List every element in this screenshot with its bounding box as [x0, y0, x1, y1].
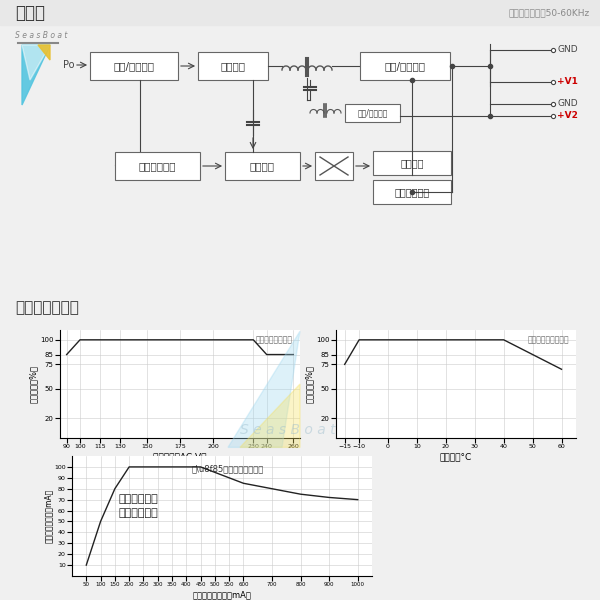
- Bar: [373, 180, 451, 204]
- Polygon shape: [38, 45, 50, 60]
- Text: 电压返馈电路: 电压返馈电路: [394, 187, 430, 197]
- Polygon shape: [22, 45, 50, 105]
- X-axis label: 环境温度°C: 环境温度°C: [440, 452, 472, 461]
- Y-axis label: 负载电流（%）: 负载电流（%）: [28, 365, 37, 403]
- Text: Po: Po: [62, 60, 74, 70]
- Text: 整流/滤波电路: 整流/滤波电路: [385, 61, 425, 71]
- Bar: [373, 151, 451, 175]
- Bar: [198, 52, 268, 80]
- Text: 方框图: 方框图: [15, 4, 45, 22]
- Text: S e a s B o a t: S e a s B o a t: [15, 31, 67, 40]
- Bar: [0, 0, 600, 25]
- Text: 整流/滤波电路: 整流/滤波电路: [113, 61, 155, 71]
- Text: 全电压效率曲线: 全电压效率曲线: [15, 300, 79, 315]
- Text: 整流/滤波电路: 整流/滤波电路: [358, 109, 388, 118]
- Text: 环境温度化减额曲线: 环境温度化减额曲线: [527, 335, 569, 344]
- Text: +V2: +V2: [557, 112, 578, 121]
- Polygon shape: [240, 384, 300, 448]
- Bar: [90, 52, 178, 80]
- Text: 主\u8f85电路负载关系曲线: 主\u8f85电路负载关系曲线: [192, 464, 264, 473]
- Text: 过载保护电路: 过载保护电路: [139, 161, 176, 171]
- Text: GND: GND: [557, 46, 578, 55]
- Text: GND: GND: [557, 100, 578, 109]
- Text: 控制电路: 控制电路: [250, 161, 275, 171]
- Text: 输入电压降额曲线: 输入电压降额曲线: [256, 335, 293, 344]
- Bar: [345, 104, 400, 122]
- Polygon shape: [22, 45, 50, 80]
- X-axis label: 输入电压（AC V）: 输入电压（AC V）: [153, 452, 207, 461]
- Bar: [115, 152, 200, 180]
- Y-axis label: 负载电流（%）: 负载电流（%）: [304, 365, 313, 403]
- X-axis label: 主电路负载电流（mA）: 主电路负载电流（mA）: [193, 590, 251, 599]
- Bar: [360, 52, 450, 80]
- Polygon shape: [228, 331, 300, 448]
- Text: 切换电路: 切换电路: [221, 61, 245, 71]
- Bar: [315, 152, 353, 180]
- Text: 主输出必须有
一定负载功率: 主输出必须有 一定负载功率: [118, 494, 158, 518]
- Text: 检测电路: 检测电路: [400, 158, 424, 168]
- Text: 开关工作频率：50-60KHz: 开关工作频率：50-60KHz: [509, 8, 590, 17]
- Text: S e a s B o a t: S e a s B o a t: [240, 423, 335, 437]
- Bar: [225, 152, 300, 180]
- Y-axis label: 辅电路负载电流（mA）: 辅电路负载电流（mA）: [44, 489, 53, 543]
- Text: +V1: +V1: [557, 77, 578, 86]
